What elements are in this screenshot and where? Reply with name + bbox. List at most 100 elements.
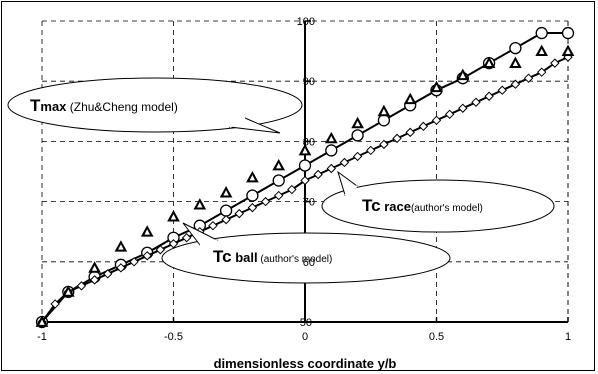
- data-point-diamond: [287, 184, 297, 195]
- data-point-diamond: [155, 245, 166, 255]
- callout-bubble: [161, 232, 451, 284]
- data-point-triangle-inner: [118, 244, 124, 250]
- data-point-triangle-inner: [328, 135, 334, 142]
- y-tick-label: 60: [303, 257, 315, 269]
- data-point-triangle-inner: [433, 84, 440, 91]
- data-point-triangle-inner: [39, 319, 45, 325]
- data-point-triangle-inner: [486, 60, 492, 67]
- data-point-diamond: [444, 109, 455, 120]
- data-point-diamond: [89, 275, 100, 285]
- data-point-triangle-inner: [565, 48, 571, 54]
- x-tick-label: 0: [302, 331, 308, 343]
- data-point-triangle-inner: [197, 202, 203, 208]
- data-point-diamond: [221, 214, 231, 225]
- data-point-diamond: [379, 139, 389, 150]
- data-point-triangle-inner: [302, 147, 308, 154]
- data-point-circle: [561, 26, 575, 40]
- data-point-diamond: [234, 208, 244, 219]
- data-point-diamond: [142, 251, 152, 261]
- callout-bubble: [321, 179, 555, 233]
- data-point-circle: [272, 174, 285, 187]
- x-tick-label: 0.5: [429, 331, 444, 343]
- data-point-circle: [325, 144, 338, 157]
- data-point-diamond: [50, 299, 60, 309]
- callout-note: (Zhu&Cheng model): [66, 100, 177, 114]
- x-tick-label: -0.5: [164, 331, 183, 343]
- data-point-triangle-inner: [170, 214, 177, 220]
- data-point-diamond: [260, 196, 271, 207]
- data-point-diamond: [536, 67, 547, 77]
- data-point-triangle-inner: [460, 72, 466, 79]
- callout-pointer-mask: [199, 239, 218, 246]
- data-point-diamond: [550, 58, 560, 68]
- data-point-diamond: [523, 73, 534, 83]
- data-point-diamond: [300, 175, 310, 186]
- callout-sub: race: [381, 199, 411, 214]
- data-point-diamond: [313, 169, 323, 180]
- data-point-diamond: [326, 163, 337, 174]
- callout-main: T: [30, 96, 41, 115]
- data-point-diamond: [392, 133, 402, 144]
- series-group: [35, 26, 575, 329]
- data-point-diamond: [471, 97, 481, 107]
- data-point-triangle-inner: [512, 60, 519, 67]
- data-point-circle: [509, 41, 522, 55]
- callout-text: Tc race(author's model): [362, 196, 483, 215]
- callouts: Tmax (Zhu&Cheng model)Tc race(author's m…: [7, 77, 555, 284]
- callout-sub: max: [40, 99, 67, 114]
- data-point-circle: [351, 129, 364, 142]
- callout-bubble: [7, 77, 303, 133]
- data-point-diamond: [129, 257, 139, 267]
- data-point-diamond: [366, 145, 376, 156]
- x-tick-label: -1: [37, 331, 47, 343]
- y-tick-label: 90: [303, 76, 315, 88]
- data-point-diamond: [181, 233, 192, 243]
- data-point-diamond: [352, 151, 363, 162]
- y-tick-label: 100: [297, 16, 315, 28]
- callout-pointer-mask: [344, 185, 358, 196]
- data-point-triangle-inner: [144, 229, 150, 235]
- callout-main: Tc: [213, 247, 232, 266]
- data-point-diamond: [103, 269, 113, 279]
- data-point-diamond: [405, 127, 415, 138]
- callout-pointer-mask: [229, 117, 246, 128]
- data-point-diamond: [339, 157, 350, 168]
- data-point-diamond: [76, 281, 87, 291]
- callout-tmax: Tmax (Zhu&Cheng model): [7, 77, 303, 134]
- data-point-circle: [535, 26, 548, 40]
- data-point-diamond: [418, 121, 429, 132]
- callout-text: Tc ball (author's model): [213, 247, 332, 266]
- data-point-circle: [377, 114, 391, 127]
- callout-tcball: Tc ball (author's model): [161, 222, 451, 284]
- callout-sub: ball: [232, 250, 258, 265]
- data-point-diamond: [510, 79, 521, 89]
- y-tick-label: 50: [300, 317, 312, 329]
- data-point-triangle-inner: [91, 265, 98, 271]
- callout-note: (author's model): [411, 203, 483, 214]
- data-point-circle: [219, 204, 233, 217]
- y-tick-label: 70: [303, 197, 315, 209]
- x-tick-label: 1: [565, 331, 571, 343]
- data-point-circle: [298, 159, 312, 172]
- data-point-triangle-inner: [65, 289, 71, 295]
- data-point-diamond: [458, 103, 468, 113]
- data-point-diamond: [484, 91, 494, 101]
- data-point-triangle-inner: [249, 175, 256, 181]
- data-point-diamond: [431, 115, 442, 126]
- data-point-circle: [246, 189, 259, 202]
- data-point-triangle-inner: [223, 190, 229, 196]
- x-axis-label: dimensionless coordinate y/b: [214, 356, 397, 371]
- data-point-diamond: [273, 190, 284, 201]
- data-point-diamond: [497, 85, 507, 95]
- data-point-diamond: [116, 263, 126, 273]
- data-point-diamond: [247, 202, 258, 213]
- data-point-diamond: [208, 220, 218, 231]
- tick-labels: -1 -0.5 0 0.5 1 50 60 70 80 90 100: [37, 16, 571, 343]
- data-point-triangle-inner: [407, 96, 413, 103]
- callout-tcrace: Tc race(author's model): [321, 170, 555, 233]
- y-tick-label: 80: [303, 136, 315, 148]
- callout-main: Tc: [362, 196, 381, 215]
- callout-note: (author's model): [258, 254, 333, 265]
- callout-text: Tmax (Zhu&Cheng model): [30, 96, 178, 115]
